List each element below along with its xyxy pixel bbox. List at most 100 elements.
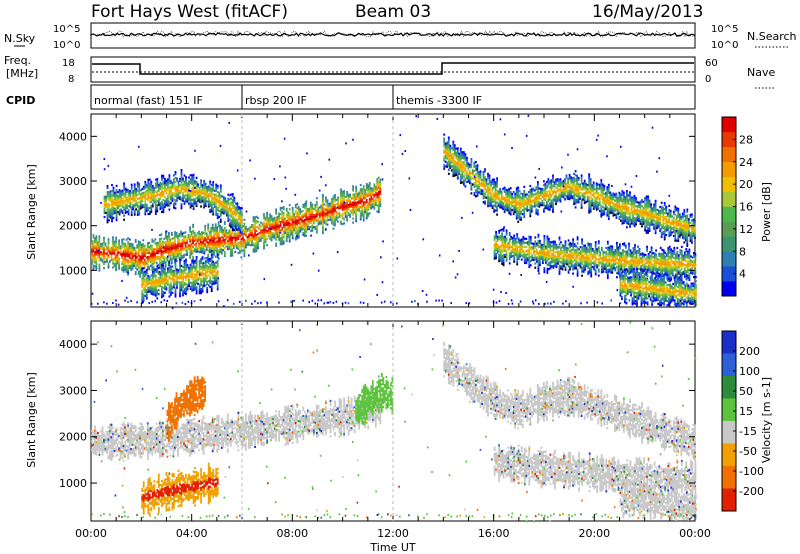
range-gate-cell <box>136 256 139 259</box>
range-gate-cell <box>355 203 357 207</box>
range-gate-cell <box>146 266 149 269</box>
range-gate-cell <box>523 189 526 192</box>
range-gate-cell <box>535 202 538 205</box>
range-gate-cell <box>110 256 113 259</box>
range-gate-cell <box>131 247 134 250</box>
range-gate-cell <box>169 258 172 261</box>
range-gate-cell <box>270 237 273 240</box>
range-gate-cell <box>149 258 152 261</box>
range-gate-cell <box>255 245 258 249</box>
range-gate-cell <box>121 246 123 249</box>
range-gate-cell <box>112 194 115 197</box>
range-gate-cell <box>127 205 130 208</box>
range-gate-cell <box>229 230 232 233</box>
range-gate-cell <box>190 251 193 254</box>
range-gate-cell <box>162 192 165 196</box>
range-gate-cell <box>195 264 198 267</box>
range-gate-cell <box>208 232 211 236</box>
range-gate-cell <box>91 248 93 251</box>
range-gate-cell <box>145 262 148 265</box>
range-gate-cell <box>211 237 214 240</box>
range-gate-cell <box>188 266 190 269</box>
range-gate-cell <box>128 246 131 249</box>
range-gate-cell <box>588 175 591 178</box>
range-gate-cell <box>190 239 193 242</box>
range-gate-cell <box>559 178 562 181</box>
range-gate-cell <box>195 250 197 253</box>
range-gate-cell <box>552 206 554 209</box>
range-gate-cell <box>112 244 114 247</box>
range-gate-cell <box>219 224 222 227</box>
range-gate-cell <box>121 240 123 243</box>
range-gate-cell <box>233 228 236 232</box>
range-gate-cell <box>217 249 220 252</box>
range-gate-cell <box>264 236 267 239</box>
range-gate-cell <box>128 264 131 268</box>
range-gate-cell <box>162 211 165 214</box>
range-gate-cell <box>552 178 554 181</box>
range-gate-cell <box>213 235 216 238</box>
range-gate-cell <box>148 258 151 261</box>
range-gate-cell <box>219 188 222 191</box>
range-gate-cell <box>91 246 93 249</box>
range-gate-cell <box>187 236 190 239</box>
range-gate-cell <box>294 230 297 233</box>
range-gate-cell <box>235 226 237 229</box>
range-gate-cell <box>115 264 117 267</box>
range-gate-cell <box>171 244 173 247</box>
range-gate-cell <box>180 232 182 235</box>
range-gate-cell <box>233 222 236 226</box>
range-gate-cell <box>141 200 144 203</box>
range-gate-cell <box>143 260 146 263</box>
range-gate-cell <box>470 186 473 189</box>
range-gate-cell <box>112 206 115 209</box>
range-gate-cell <box>228 229 231 232</box>
range-gate-cell <box>117 207 119 210</box>
range-gate-cell <box>365 199 368 202</box>
range-gate-cell <box>294 206 297 209</box>
range-gate-cell <box>154 252 157 255</box>
range-gate-cell <box>309 219 312 222</box>
range-gate-cell <box>106 185 109 188</box>
range-gate-cell <box>550 193 553 196</box>
range-gate-cell <box>275 226 277 229</box>
range-gate-cell <box>162 250 164 253</box>
range-gate-cell <box>325 196 327 199</box>
range-gate-cell <box>199 240 202 243</box>
range-gate-cell <box>98 263 101 266</box>
range-gate-cell <box>130 187 133 190</box>
range-gate-cell <box>203 202 205 205</box>
range-gate-cell <box>258 227 261 231</box>
range-gate-cell <box>97 255 99 258</box>
range-gate-cell <box>168 243 170 247</box>
range-gate-cell <box>266 229 268 233</box>
range-gate-cell <box>198 234 200 237</box>
range-gate-cell <box>182 280 184 283</box>
range-gate-cell <box>302 209 305 212</box>
range-gate-cell <box>254 224 256 227</box>
range-gate-cell <box>196 246 199 249</box>
range-gate-cell <box>115 262 117 265</box>
range-gate-cell <box>128 254 131 257</box>
range-gate-cell <box>334 222 336 225</box>
range-gate-cell <box>118 213 121 216</box>
range-gate-cell <box>240 244 243 247</box>
range-gate-cell <box>110 254 113 257</box>
range-gate-cell <box>190 245 193 248</box>
range-gate-cell <box>205 246 208 249</box>
range-gate-cell <box>162 244 164 247</box>
range-gate-cell <box>270 235 273 238</box>
range-gate-cell <box>228 247 231 250</box>
range-gate-cell <box>261 222 264 225</box>
range-gate-cell <box>236 236 238 239</box>
range-gate-cell <box>168 241 170 245</box>
range-gate-cell <box>490 192 492 195</box>
range-gate-cell <box>275 222 277 225</box>
range-gate-cell <box>211 247 214 251</box>
range-gate-cell <box>509 187 512 190</box>
range-gate-cell <box>106 258 108 261</box>
range-gate-cell <box>589 178 592 181</box>
range-gate-cell <box>226 248 229 251</box>
range-gate-cell <box>211 227 214 230</box>
range-gate-cell <box>219 230 222 234</box>
